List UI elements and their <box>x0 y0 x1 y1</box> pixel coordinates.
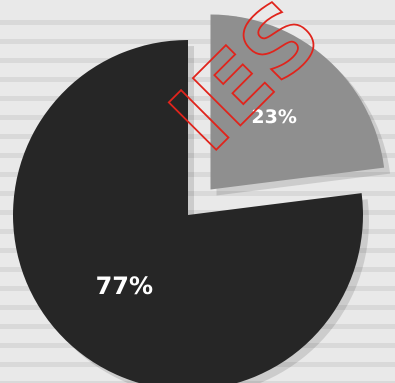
slice-label-2: 23% <box>251 106 296 128</box>
pie-slice-2 <box>210 14 385 190</box>
slice-label-1: 77% <box>96 272 153 300</box>
paper-line <box>0 39 395 44</box>
paper-line <box>0 153 395 158</box>
paper-line <box>0 77 395 82</box>
paper-line <box>0 134 395 139</box>
paper-line <box>0 191 395 196</box>
paper-line <box>0 172 395 177</box>
pie-slices <box>12 14 391 383</box>
paper-line <box>0 96 395 101</box>
paper-line <box>0 58 395 63</box>
paper-line <box>0 20 395 25</box>
pie-slice-1 <box>12 40 363 383</box>
paper-line <box>0 115 395 120</box>
slice-labels: 77% 23% <box>96 106 297 300</box>
paper-line <box>0 210 395 215</box>
